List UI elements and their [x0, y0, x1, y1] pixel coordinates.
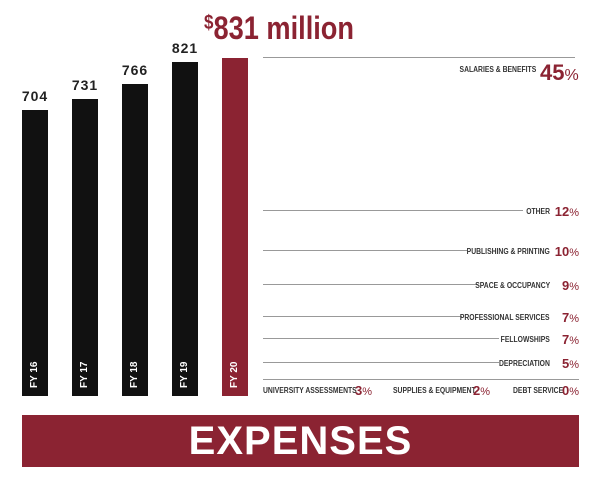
bar-fy17 [72, 98, 98, 396]
breakdown-label: SALARIES & BENEFITS [459, 65, 536, 74]
breakdown-label: DEBT SERVICE [513, 386, 564, 395]
breakdown-percent: 0% [562, 383, 580, 398]
category-label: FY 17 [79, 361, 90, 389]
breakdown-percent: 2% [473, 383, 491, 398]
category-label: FY 18 [129, 361, 140, 389]
bar-fy20 [222, 57, 248, 396]
value-label: 766 [121, 62, 149, 79]
bar-fy18 [122, 84, 148, 396]
bar-fy16 [22, 109, 48, 396]
category-label: FY 20 [229, 361, 240, 389]
breakdown-line [263, 316, 462, 317]
breakdown-label: SPACE & OCCUPANCY [475, 281, 550, 290]
total-value: 831 million [213, 10, 355, 46]
bar-fy19 [172, 62, 198, 396]
breakdown-baseline [263, 379, 579, 380]
breakdown-line [263, 362, 499, 363]
expenses-banner: EXPENSES [22, 415, 579, 467]
breakdown-label: DEPRECIATION [499, 359, 550, 368]
breakdown-percent: 45% [540, 60, 579, 85]
breakdown-percent: 7% [561, 332, 579, 347]
breakdown-line [263, 57, 575, 58]
breakdown-line [263, 210, 523, 211]
breakdown-label: OTHER [526, 207, 550, 216]
breakdown-label: PUBLISHING & PRINTING [466, 247, 550, 256]
breakdown-percent: 10% [554, 244, 579, 259]
category-label: FY 16 [29, 361, 40, 389]
breakdown-line [263, 284, 478, 285]
breakdown-percent: 12% [554, 204, 579, 219]
breakdown-label: PROFESSIONAL SERVICES [460, 313, 550, 322]
value-label: 731 [71, 76, 99, 93]
value-label: 704 [21, 87, 49, 104]
breakdown-label: SUPPLIES & EQUIPMENT [393, 386, 476, 395]
breakdown-label: UNIVERSITY ASSESSMENTS [263, 386, 357, 395]
breakdown-percent: 7% [561, 310, 579, 325]
breakdown-percent: 5% [561, 356, 579, 371]
value-label: 821 [171, 40, 199, 57]
breakdown-percent: 9% [561, 278, 579, 293]
breakdown-line [263, 250, 467, 251]
total-title: $831 million [204, 10, 354, 47]
breakdown-line [263, 338, 499, 339]
breakdown-label: FELLOWSHIPS [500, 335, 550, 344]
dollar-sign: $ [204, 12, 214, 34]
breakdown-percent: 3% [355, 383, 373, 398]
category-label: FY 19 [179, 361, 190, 389]
